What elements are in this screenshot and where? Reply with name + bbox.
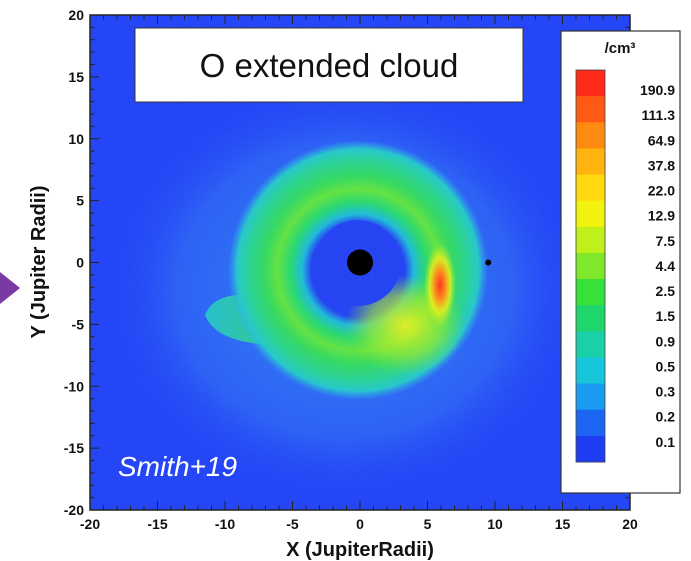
y-axis-title: Y (Jupiter Radii) (28, 186, 50, 339)
colorbar-swatch (576, 70, 605, 97)
y-tick-label: -20 (64, 502, 84, 518)
colorbar-label: 0.5 (656, 358, 676, 374)
colorbar-label: 2.5 (656, 283, 676, 299)
colorbar-label: 0.3 (656, 384, 676, 400)
colorbar-swatch (576, 409, 605, 437)
triangle-pointer-icon (0, 272, 20, 304)
y-tick-label: 0 (76, 255, 84, 271)
colorbar-label: 12.9 (648, 208, 675, 224)
colorbar-outline (575, 69, 606, 463)
colorbar-swatch (576, 357, 605, 385)
chart-title: O extended cloud (200, 47, 459, 84)
colorbar-label: 64.9 (648, 132, 675, 148)
x-tick-label: 15 (555, 516, 571, 532)
colorbar-swatch (576, 200, 605, 228)
colorbar-label: 0.1 (656, 434, 676, 450)
x-tick-label: 0 (356, 516, 364, 532)
colorbar-label: 190.9 (640, 82, 675, 98)
colorbar-swatch (576, 96, 605, 123)
x-tick-label: -5 (286, 516, 299, 532)
colorbar-swatch (576, 331, 605, 358)
x-axis-title: X (JupiterRadii) (286, 539, 434, 561)
colorbar-swatch (576, 435, 605, 463)
y-tick-labels: -20 -15 -10 -5 0 5 10 15 20 (64, 7, 84, 518)
x-tick-label: 10 (487, 516, 503, 532)
colorbar-unit: /cm³ (605, 40, 636, 57)
colorbar-label: 37.8 (648, 157, 675, 173)
colorbar-label: 1.5 (656, 308, 676, 324)
y-tick-label: 5 (76, 193, 84, 209)
jupiter-marker (347, 249, 373, 276)
colorbar-swatch (576, 279, 605, 306)
colorbar-swatch (576, 305, 605, 332)
colorbar-label: 22.0 (648, 183, 675, 199)
colorbar-label: 7.5 (656, 233, 676, 249)
colorbar-label: 4.4 (656, 258, 676, 274)
title-box (134, 27, 524, 103)
x-tick-label: -20 (80, 516, 100, 532)
colorbar-label: 111.3 (642, 107, 676, 123)
colorbar-swatch (576, 383, 605, 411)
x-tick-label: -15 (147, 516, 167, 532)
y-tick-label: -10 (64, 378, 84, 394)
y-tick-label: -5 (72, 316, 85, 332)
x-tick-label: 20 (622, 516, 638, 532)
colorbar-swatch (576, 226, 605, 254)
colorbar: 190.9 111.3 64.9 37.8 22.0 12.9 7.5 4.4 2.5 1.5 0.… (575, 69, 676, 463)
y-tick-label: 20 (68, 7, 84, 23)
colorbar-swatch (576, 148, 605, 176)
x-tick-label: -10 (215, 516, 235, 532)
credit-annotation: Smith+19 (118, 451, 237, 482)
colorbar-label: 0.9 (656, 333, 676, 349)
y-tick-label: -15 (64, 440, 84, 456)
x-tick-label: 5 (424, 516, 432, 532)
io-marker (485, 259, 492, 266)
colorbar-swatch (576, 252, 605, 280)
colorbar-label: 0.2 (656, 409, 676, 425)
y-tick-label: 15 (68, 69, 84, 85)
colorbar-swatch (576, 174, 605, 202)
y-tick-label: 10 (68, 131, 84, 147)
colorbar-swatch (576, 122, 605, 149)
x-tick-labels: -20 -15 -10 -5 0 5 10 15 20 (80, 516, 638, 532)
